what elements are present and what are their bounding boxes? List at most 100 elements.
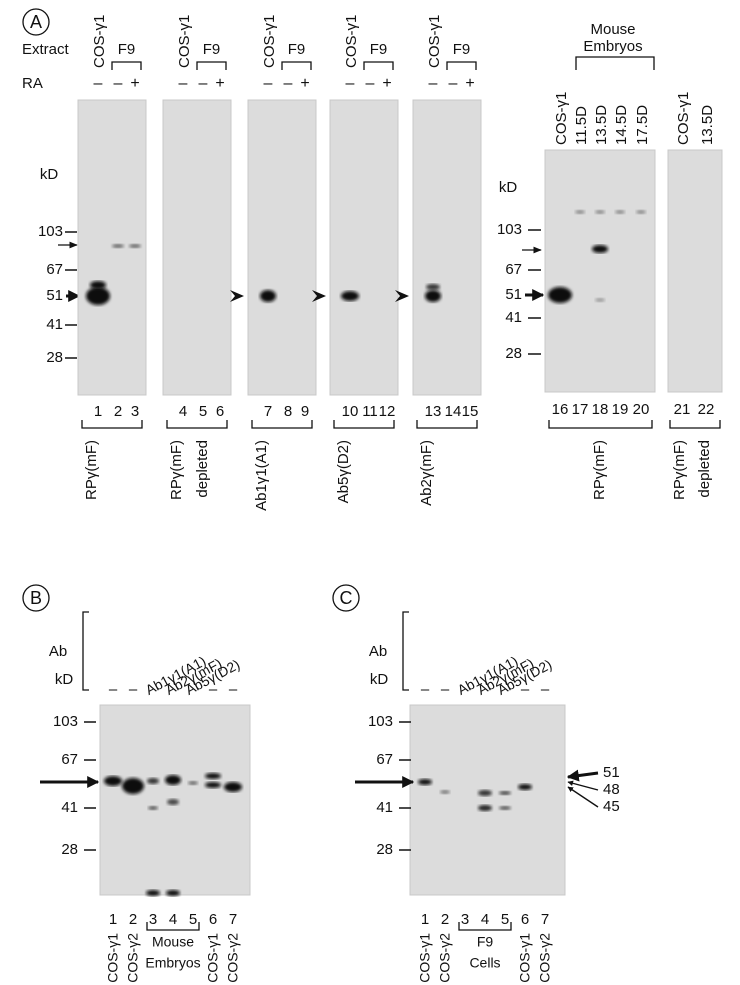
marker-label: 28	[505, 345, 522, 362]
marker-arrow	[567, 786, 599, 808]
marker-arrow	[566, 769, 599, 782]
ra-sign: +	[465, 75, 474, 92]
band	[147, 778, 159, 784]
band	[205, 782, 221, 788]
kd-unit: kD	[370, 671, 389, 688]
blot	[247, 99, 317, 396]
marker-label: 51	[46, 287, 63, 304]
dash: –	[541, 681, 550, 698]
band	[595, 210, 605, 214]
marker-label: 41	[61, 799, 78, 816]
lane-label: COS-γ2	[225, 933, 241, 983]
ra-sign: +	[300, 75, 309, 92]
band	[478, 790, 492, 796]
lane-number: 4	[169, 911, 177, 928]
lane-number: 7	[264, 403, 272, 420]
lane-header: 11.5D	[573, 106, 590, 145]
lane-number: 7	[229, 911, 237, 928]
kd-unit: kD	[40, 166, 59, 183]
lane-number: 6	[521, 911, 529, 928]
bracket	[669, 420, 721, 429]
lane-header: COS-γ1	[675, 92, 692, 145]
label: RA	[22, 75, 43, 92]
antibody-label: Ab2γ(mF)	[418, 440, 435, 506]
ra-sign: –	[449, 75, 458, 92]
marker-label: 28	[376, 841, 393, 858]
marker-label: 28	[46, 349, 63, 366]
panel-circle	[22, 584, 50, 612]
ra-sign: –	[429, 75, 438, 92]
lane-header: COS-γ1	[553, 92, 570, 145]
dash: –	[521, 681, 530, 698]
marker-arrow	[567, 780, 599, 791]
ra-sign: –	[199, 75, 208, 92]
antibody-label: RPγ(mF)	[168, 440, 185, 500]
ra-sign: –	[366, 75, 375, 92]
blot	[667, 149, 723, 393]
bracket	[402, 611, 409, 691]
lane-header: 13.5D	[593, 105, 610, 145]
lane-label: COS-γ2	[125, 933, 141, 983]
band	[188, 781, 198, 785]
lane-number: 3	[461, 911, 469, 928]
lane-number: 19	[612, 401, 629, 418]
group-label: Mouse	[590, 21, 635, 38]
marker-label: 41	[46, 316, 63, 333]
blot	[162, 99, 232, 396]
band	[518, 784, 532, 790]
bracket	[281, 61, 312, 70]
lane-number: 8	[284, 403, 292, 420]
panel-label: C	[340, 588, 353, 608]
lane-label: COS-γ1	[105, 933, 121, 983]
lane-number: 20	[633, 401, 650, 418]
blot	[544, 149, 656, 393]
lane-number: 18	[592, 401, 609, 418]
band	[148, 806, 158, 810]
lane-number: 15	[462, 403, 479, 420]
marker-label: 67	[46, 261, 63, 278]
lane-header: COS-γ1	[91, 15, 108, 68]
lane-number: 13	[425, 403, 442, 420]
group-label: Embryos	[145, 955, 200, 971]
bracket	[166, 420, 228, 429]
panel-label: B	[30, 588, 42, 608]
bracket	[458, 922, 512, 931]
ra-sign: +	[215, 75, 224, 92]
kd-unit: kD	[55, 671, 74, 688]
band	[129, 244, 141, 248]
lane-number: 1	[421, 911, 429, 928]
band	[167, 799, 179, 805]
lane-number: 2	[129, 911, 137, 928]
ra-sign: –	[264, 75, 273, 92]
group-label: Cells	[469, 955, 500, 971]
lane-number: 6	[209, 911, 217, 928]
panel-circle	[22, 8, 50, 36]
dash: –	[109, 681, 118, 698]
ra-sign: –	[179, 75, 188, 92]
blot	[409, 704, 566, 896]
band	[615, 210, 625, 214]
marker-label: 103	[38, 223, 63, 240]
label: Extract	[22, 41, 70, 58]
dash: –	[441, 681, 450, 698]
antibody-label: RPγ(mF)	[591, 440, 608, 500]
lane-number: 3	[131, 403, 139, 420]
antibody-label: Ab5γ(D2)	[335, 440, 352, 503]
bracket	[333, 420, 395, 429]
antibody-label: Ab1γ1(A1)	[253, 440, 270, 511]
lane-number: 2	[114, 403, 122, 420]
lane-number: 3	[149, 911, 157, 928]
bracket	[416, 420, 478, 429]
lane-header: COS-γ1	[261, 15, 278, 68]
lane-number: 21	[674, 401, 691, 418]
lane-label: COS-γ1	[517, 933, 533, 983]
ra-sign: –	[346, 75, 355, 92]
lane-number: 22	[698, 401, 715, 418]
blot	[329, 99, 399, 396]
lane-label: COS-γ1	[205, 933, 221, 983]
blot	[412, 99, 482, 396]
band	[478, 805, 492, 811]
group-label: F9	[453, 41, 471, 58]
marker-label: 41	[376, 799, 393, 816]
band	[499, 791, 511, 795]
